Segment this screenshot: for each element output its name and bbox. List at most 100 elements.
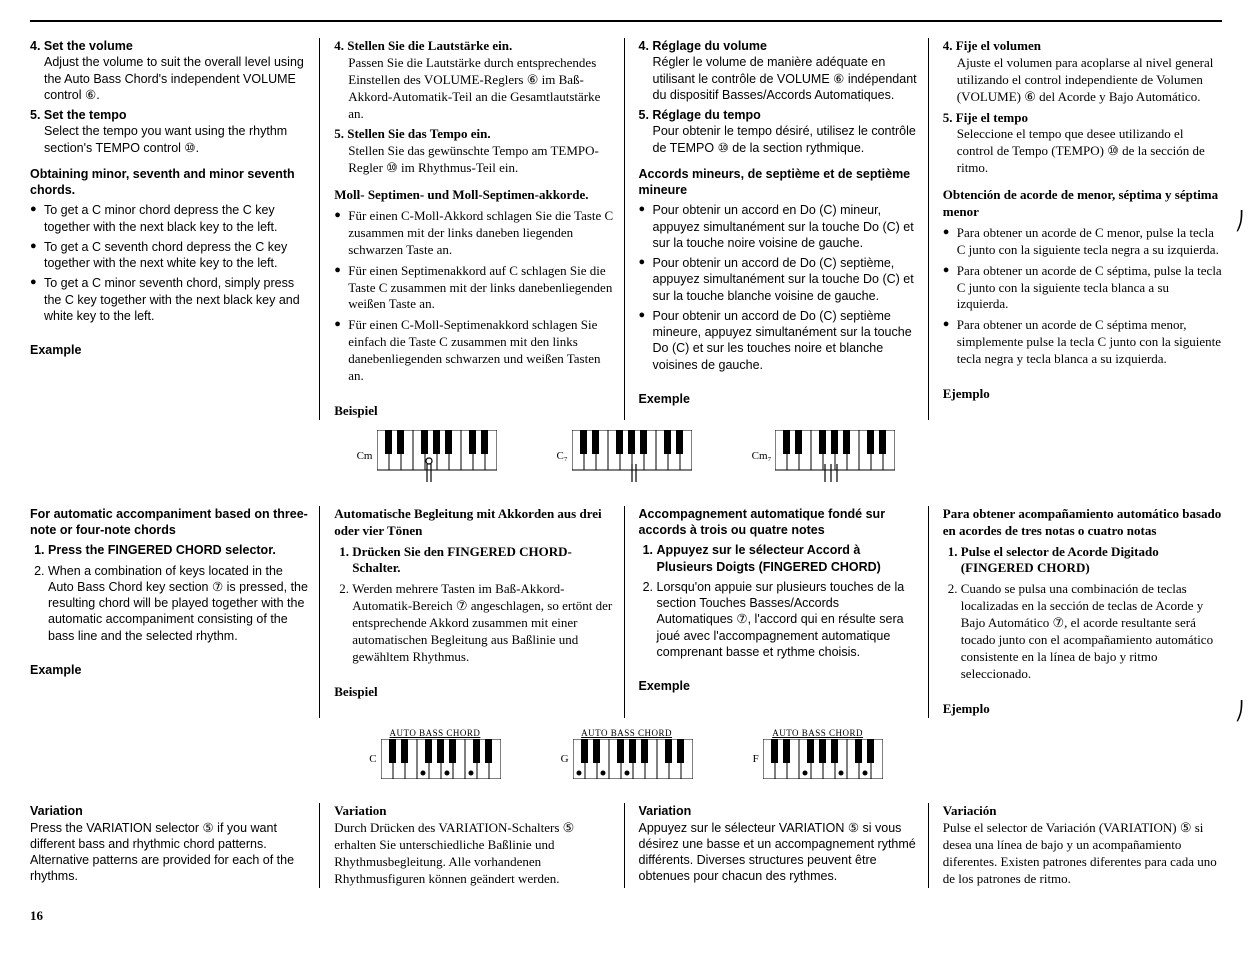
keyboard-cm: Cm bbox=[357, 430, 497, 482]
numbered-list: Pulse el selector de Acorde Digitado (FI… bbox=[943, 544, 1222, 683]
example-label: Ejemplo bbox=[943, 386, 1222, 403]
heading: 4. Stellen Sie die Lautstärke ein. bbox=[334, 38, 512, 53]
example-label: Beispiel bbox=[334, 684, 613, 701]
keyboard-icon bbox=[763, 739, 883, 779]
body-text: Adjust the volume to suit the overall le… bbox=[44, 54, 309, 103]
keyboard-examples-row-2: AUTO BASS CHORD C AUTO BASS CHORD G AUTO B… bbox=[30, 728, 1222, 780]
keyboard-c7: C₇ bbox=[557, 430, 692, 482]
list-item: Pulse el selector de Acorde Digitado (FI… bbox=[961, 544, 1222, 578]
heading: 4. Set the volume bbox=[30, 39, 133, 53]
body-text: Pour obtenir le tempo désiré, utilisez l… bbox=[653, 123, 918, 156]
bullet-list: Pour obtenir un accord en Do (C) mineur,… bbox=[639, 202, 918, 373]
list-item: Für einen C-Moll-Septimenakkord schlagen… bbox=[334, 317, 613, 385]
bullet-list: Para obtener un acorde de C menor, pulse… bbox=[943, 225, 1222, 368]
list-item: Werden mehrere Tasten im Baß-Akkord-Auto… bbox=[352, 581, 613, 665]
heading: Accompagnement automatique fondé sur acc… bbox=[639, 506, 918, 539]
col-es: 4. Fije el volumenAjuste el volumen para… bbox=[943, 38, 1222, 420]
list-item: When a combination of keys located in th… bbox=[48, 563, 309, 644]
list-item: Appuyez sur le sélecteur Accord à Plusie… bbox=[657, 542, 918, 575]
list-item: Para obtener un acorde de C séptima, pul… bbox=[943, 263, 1222, 314]
chord-label: Cm₇ bbox=[752, 449, 772, 463]
list-item: Para obtener un acorde de C menor, pulse… bbox=[943, 225, 1222, 259]
col-fr: 4. Réglage du volumeRégler le volume de … bbox=[639, 38, 929, 420]
keyboard-icon bbox=[377, 430, 497, 482]
body-text: Press the VARIATION selector ⑤ if you wa… bbox=[30, 820, 309, 885]
section-variation: Variation Press the VARIATION selector ⑤… bbox=[30, 803, 1222, 887]
example-label: Example bbox=[30, 662, 309, 678]
col-es: Para obtener acompañamiento automático b… bbox=[943, 506, 1222, 718]
list-item: To get a C seventh chord depress the C k… bbox=[30, 239, 309, 272]
list-item: Press the FINGERED CHORD selector. bbox=[48, 542, 309, 558]
section-volume-tempo-chords: 4. Set the volumeAdjust the volume to su… bbox=[30, 38, 1222, 420]
col-en: Variation Press the VARIATION selector ⑤… bbox=[30, 803, 320, 887]
heading: Variation bbox=[639, 803, 918, 819]
body-text: Appuyez sur le sélecteur VARIATION ⑤ si … bbox=[639, 820, 918, 885]
list-item: Pour obtenir un accord de Do (C) septièm… bbox=[639, 308, 918, 373]
list-item: Para obtener un acorde de C séptima meno… bbox=[943, 317, 1222, 368]
col-en: For automatic accompaniment based on thr… bbox=[30, 506, 320, 718]
list-item: Drücken Sie den FINGERED CHORD-Schalter. bbox=[352, 544, 613, 578]
list-item: Lorsqu'on appuie sur plusieurs touches d… bbox=[657, 579, 918, 660]
subheading: Obtaining minor, seventh and minor seven… bbox=[30, 166, 309, 199]
body-text: Seleccione el tempo que desee utilizando… bbox=[957, 126, 1222, 177]
col-fr: Accompagnement automatique fondé sur acc… bbox=[639, 506, 929, 718]
body-text: Select the tempo you want using the rhyt… bbox=[44, 123, 309, 156]
binding-mark: ⎠ bbox=[1235, 210, 1244, 233]
keyboard-icon bbox=[572, 430, 692, 482]
list-item: To get a C minor chord depress the C key… bbox=[30, 202, 309, 235]
numbered-list: Press the FINGERED CHORD selector. When … bbox=[30, 542, 309, 644]
heading: 4. Réglage du volume bbox=[639, 39, 768, 53]
col-en: 4. Set the volumeAdjust the volume to su… bbox=[30, 38, 320, 420]
auto-bass-label: AUTO BASS CHORD bbox=[772, 728, 863, 740]
subheading: Accords mineurs, de septième et de septi… bbox=[639, 166, 918, 199]
auto-bass-label: AUTO BASS CHORD bbox=[390, 728, 481, 740]
list-item: Für einen Septimenakkord auf C schlagen … bbox=[334, 263, 613, 314]
chord-label: G bbox=[561, 752, 569, 766]
page-number: 16 bbox=[30, 908, 1222, 925]
keyboard-f: AUTO BASS CHORD F bbox=[753, 728, 883, 780]
binding-mark: ⎠ bbox=[1235, 700, 1244, 723]
subheading: Moll- Septimen- und Moll-Septimen-akkord… bbox=[334, 187, 613, 204]
list-item: Pour obtenir un accord de Do (C) septièm… bbox=[639, 255, 918, 304]
heading: For automatic accompaniment based on thr… bbox=[30, 506, 309, 539]
keyboard-icon bbox=[381, 739, 501, 779]
example-label: Exemple bbox=[639, 678, 918, 694]
example-label: Ejemplo bbox=[943, 701, 1222, 718]
body-text: Passen Sie die Lautstärke durch entsprec… bbox=[348, 55, 613, 123]
bullet-list: To get a C minor chord depress the C key… bbox=[30, 202, 309, 324]
col-de: 4. Stellen Sie die Lautstärke ein. Passen… bbox=[334, 38, 624, 420]
body-text: Ajuste el volumen para acoplarse al nive… bbox=[957, 55, 1222, 106]
heading: Para obtener acompañamiento automático b… bbox=[943, 506, 1222, 540]
col-de: Automatische Begleitung mit Akkorden aus… bbox=[334, 506, 624, 718]
keyboard-c: AUTO BASS CHORD C bbox=[369, 728, 500, 780]
chord-label: F bbox=[753, 752, 759, 766]
chord-label: Cm bbox=[357, 449, 373, 463]
heading: Variation bbox=[334, 803, 613, 820]
heading: 5. Stellen Sie das Tempo ein. bbox=[334, 126, 490, 141]
heading: 5. Set the tempo bbox=[30, 108, 127, 122]
section-fingered-chord: For automatic accompaniment based on thr… bbox=[30, 506, 1222, 718]
col-fr: Variation Appuyez sur le sélecteur VARIA… bbox=[639, 803, 929, 887]
list-item: Für einen C-Moll-Akkord schlagen Sie die… bbox=[334, 208, 613, 259]
keyboard-icon bbox=[573, 739, 693, 779]
numbered-list: Drücken Sie den FINGERED CHORD-Schalter.… bbox=[334, 544, 613, 666]
heading: Variation bbox=[30, 803, 309, 819]
chord-label: C₇ bbox=[557, 449, 568, 463]
heading: 5. Réglage du tempo bbox=[639, 108, 761, 122]
example-label: Example bbox=[30, 342, 309, 358]
top-rule bbox=[30, 20, 1222, 22]
body-text: Régler le volume de manière adéquate en … bbox=[653, 54, 918, 103]
list-item: Pour obtenir un accord en Do (C) mineur,… bbox=[639, 202, 918, 251]
list-item: Cuando se pulsa una combinación de tecla… bbox=[961, 581, 1222, 682]
body-text: Stellen Sie das gewünschte Tempo am TEMP… bbox=[348, 143, 613, 177]
body-text: Durch Drücken des VARIATION-Schalters ⑤ … bbox=[334, 820, 613, 888]
subheading: Obtención de acorde de menor, séptima y … bbox=[943, 187, 1222, 221]
heading: Automatische Begleitung mit Akkorden aus… bbox=[334, 506, 613, 540]
auto-bass-label: AUTO BASS CHORD bbox=[581, 728, 672, 740]
example-label: Beispiel bbox=[334, 403, 613, 420]
heading: 5. Fije el tempo bbox=[943, 110, 1028, 125]
body-text: Pulse el selector de Variación (VARIATIO… bbox=[943, 820, 1222, 888]
chord-label: C bbox=[369, 752, 376, 766]
col-es: Variación Pulse el selector de Variación… bbox=[943, 803, 1222, 887]
numbered-list: Appuyez sur le sélecteur Accord à Plusie… bbox=[639, 542, 918, 660]
